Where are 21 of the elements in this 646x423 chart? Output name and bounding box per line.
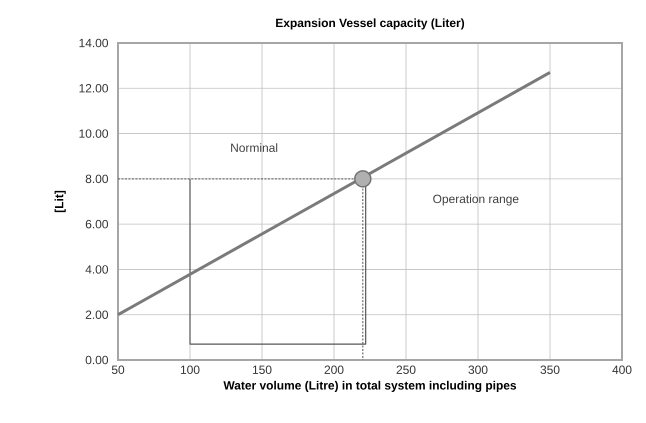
x-tick-label: 400 [612, 366, 632, 374]
y-tick-label: 10.00 [79, 129, 108, 138]
y-axis-title: [Lit] [54, 190, 66, 212]
x-tick-label: 350 [540, 366, 560, 374]
annotation: Operation range [433, 194, 518, 206]
y-tick-label: 14.00 [79, 38, 108, 48]
x-tick-label: 150 [252, 366, 272, 374]
annotation: Norminal [231, 143, 278, 152]
x-tick-label: 300 [468, 366, 488, 374]
y-tick-label: 0.00 [86, 356, 108, 364]
x-tick-label: 250 [396, 366, 416, 374]
x-tick-label: 200 [324, 366, 344, 374]
y-tick-label: 4.00 [85, 265, 108, 274]
chart-title: Expansion Vessel capacity (Liter) [276, 18, 464, 30]
x-tick-label: 50 [112, 366, 124, 374]
y-tick-label: 12.00 [79, 84, 108, 93]
y-tick-label: 2.00 [86, 310, 108, 319]
x-axis-title: Water volume (Litre) in total system including pipes [223, 380, 516, 392]
y-tick-label: 8.00 [86, 174, 108, 184]
y-tick-label: 6.00 [86, 220, 108, 228]
x-tick-label: 100 [180, 366, 200, 374]
